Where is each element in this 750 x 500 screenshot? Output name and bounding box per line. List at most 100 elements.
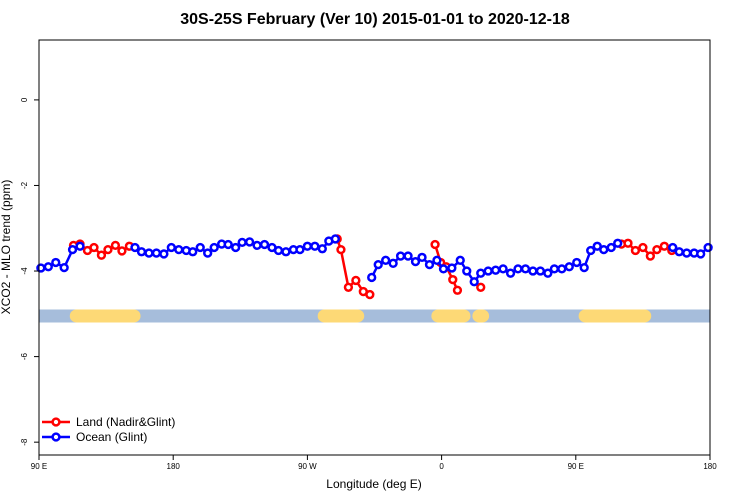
series-ocean-point (528, 266, 538, 276)
series-ocean-point (281, 247, 291, 257)
series-ocean-point (188, 247, 198, 257)
y-axis-label: XCO2 - MLO trend (ppm) (0, 180, 13, 315)
series-ocean-point (237, 237, 247, 248)
series-ocean-point (438, 264, 449, 274)
series-ocean-point (674, 247, 684, 257)
series-ocean-point (151, 248, 162, 258)
chart-title: 30S-25S February (Ver 10) 2015-01-01 to … (180, 11, 570, 28)
series-ocean-point (613, 238, 623, 248)
series-ocean-point (579, 262, 589, 273)
series-ocean-point (43, 262, 53, 272)
series-ocean-point (59, 262, 69, 273)
x-axis: 90 E 180 90 W 0 90 E 180 (31, 455, 717, 471)
series-ocean-point (549, 264, 560, 274)
y-tick-label: 0 (20, 97, 29, 102)
series-ocean-point (543, 268, 553, 278)
legend-item-ocean: Ocean (Glint) (42, 430, 147, 444)
series-ocean-point (136, 247, 147, 257)
x-tick-label: 180 (703, 462, 717, 471)
series-land-point (110, 240, 121, 251)
series-ocean-point (310, 241, 320, 251)
series-ocean-point (557, 264, 567, 274)
series-ocean-point (668, 242, 678, 253)
series-ocean-point (513, 264, 523, 274)
x-tick-label: 180 (167, 462, 181, 471)
series-ocean-point (424, 259, 435, 270)
series-ocean-point (230, 242, 241, 253)
x-tick-label: 90 E (568, 462, 584, 471)
series-land-point (448, 274, 458, 285)
plot-frame (38, 39, 711, 456)
series-ocean-point (388, 258, 398, 268)
y-tick-label: -6 (20, 352, 29, 360)
series-ocean-point (367, 272, 377, 283)
series-ocean-point (469, 277, 479, 287)
series-ocean-point (203, 248, 213, 258)
series-ocean-point (259, 239, 270, 250)
series-land-point (117, 246, 127, 256)
x-tick-label: 90 E (31, 462, 47, 471)
series-ocean-point (395, 251, 406, 261)
series-ocean-point (586, 245, 596, 256)
series-land-point (365, 289, 375, 300)
series-ocean-point (564, 262, 574, 272)
series-ocean-point (317, 244, 327, 254)
series-land-point (103, 244, 113, 255)
series-ocean-point (130, 242, 140, 253)
series-ocean-point (273, 245, 284, 256)
series-ocean-point (447, 263, 457, 273)
series-ocean-point (696, 249, 706, 259)
series-land-point (96, 250, 107, 260)
y-tick-label: -8 (20, 438, 29, 446)
series-land-point (623, 238, 633, 248)
legend-swatch-marker (51, 417, 61, 427)
y-axis: 0 -2 -4 -6 -8 (20, 97, 39, 446)
series-land-point (430, 239, 440, 250)
series-ocean-point (223, 239, 233, 250)
series-ocean-point (703, 242, 713, 253)
series-ocean-point (599, 244, 609, 255)
series-ocean-point (410, 256, 421, 267)
series-ocean-point (403, 251, 413, 261)
series-ocean-point (51, 257, 61, 268)
legend-item-land: Land (Nadir&Glint) (42, 415, 175, 429)
series-land-point (645, 251, 656, 261)
legend-label: Ocean (Glint) (76, 430, 147, 444)
series-ocean-point (302, 241, 313, 251)
series-ocean-point (195, 242, 205, 253)
series-ocean-point (244, 237, 255, 247)
series-ocean-point (67, 244, 78, 255)
series-ocean-point (498, 264, 508, 274)
series-ocean-point (462, 266, 472, 276)
series-land-point (343, 282, 354, 292)
series-ocean-point (483, 266, 493, 276)
series-land-point (336, 244, 346, 255)
series-land-point (630, 245, 641, 256)
legend-label: Land (Nadir&Glint) (76, 415, 175, 429)
series-ocean-point (520, 264, 531, 274)
x-axis-label: Longitude (deg E) (326, 477, 421, 491)
series-land-point (638, 242, 648, 253)
series-ocean-point (606, 242, 616, 253)
series-ocean-point (572, 257, 582, 268)
series-ocean-point (209, 242, 219, 253)
legend-swatch-marker (51, 432, 61, 442)
series-land-point (659, 241, 669, 251)
series-land-point (351, 275, 361, 286)
series-ocean-point (505, 268, 516, 278)
series-ocean-point (535, 266, 546, 276)
series-ocean (36, 234, 713, 287)
series-ocean-point (166, 242, 176, 253)
series-ocean-point (476, 268, 486, 278)
y-tick-label: -2 (20, 181, 29, 189)
series-ocean-point (295, 244, 305, 255)
series-ocean-point (174, 244, 184, 255)
series-ocean-point (682, 248, 692, 258)
series-ocean-point (373, 259, 383, 270)
legend: Land (Nadir&Glint)Ocean (Glint) (42, 415, 175, 444)
x-tick-label: 90 W (298, 462, 317, 471)
series-land-point (652, 244, 662, 255)
series-ocean-point (159, 249, 169, 259)
series-ocean-point (75, 241, 85, 251)
